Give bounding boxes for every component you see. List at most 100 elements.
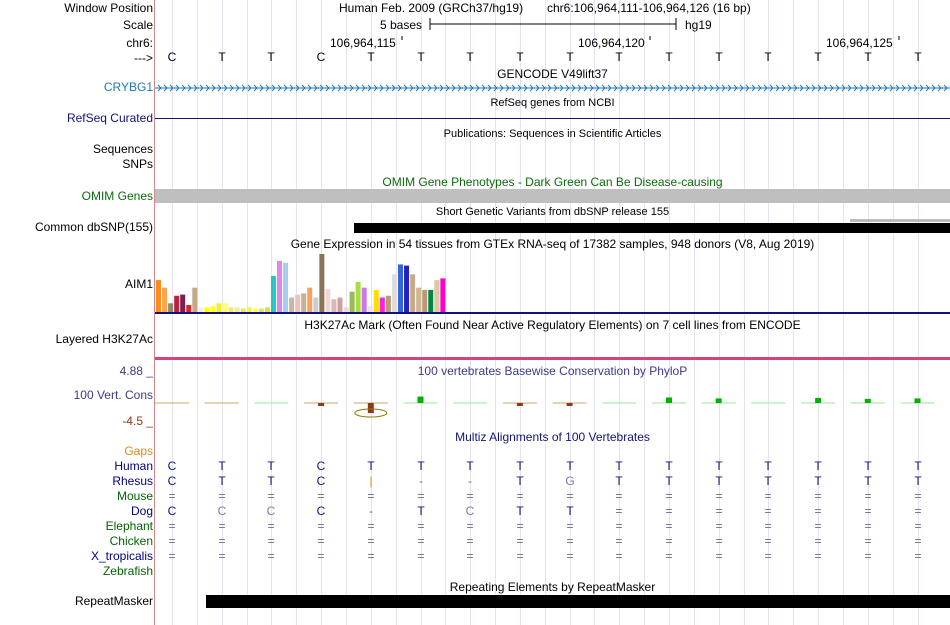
gene-strand-chevron	[235, 84, 240, 92]
gene-strand-chevron	[457, 84, 462, 92]
gene-strand-chevron	[739, 84, 744, 92]
gtex-tissue-bar	[174, 295, 180, 312]
alignment-base: =	[715, 489, 723, 503]
phylop-score-bar	[417, 396, 424, 403]
gene-strand-chevron	[427, 84, 432, 92]
gene-strand-chevron	[319, 84, 324, 92]
track-label-h3k27ac[interactable]: Layered H3K27Ac	[55, 332, 153, 346]
species-label[interactable]: Elephant	[105, 519, 153, 533]
gene-strand-chevron	[595, 84, 600, 92]
gene-strand-chevron	[325, 84, 330, 92]
alignment-base: T	[367, 459, 375, 473]
gene-strand-chevron	[403, 84, 408, 92]
phylop-score-bar	[715, 398, 722, 403]
gene-strand-chevron	[913, 84, 918, 92]
gene-strand-chevron	[331, 84, 336, 92]
gene-strand-chevron	[475, 84, 480, 92]
gene-strand-chevron	[259, 84, 264, 92]
gene-strand-chevron	[247, 84, 252, 92]
gene-strand-chevron	[499, 84, 504, 92]
alignment-base: =	[615, 549, 623, 563]
species-label[interactable]: Mouse	[116, 489, 153, 503]
repeatmasker-element[interactable]	[206, 595, 950, 608]
phylop-highlight-ellipse	[354, 408, 388, 418]
gtex-tissue-bar	[258, 308, 264, 312]
gencode-title: GENCODE V49lift37	[497, 67, 608, 81]
alignment-base: T	[615, 474, 623, 488]
alignment-base: =	[367, 519, 375, 533]
gene-strand-chevron	[859, 84, 864, 92]
gene-strand-chevron	[421, 84, 426, 92]
species-label[interactable]: Rhesus	[112, 474, 153, 488]
alignment-base: =	[715, 534, 723, 548]
gene-strand-chevron	[799, 84, 804, 92]
ruler-pos-1: 106,964,115	[330, 36, 396, 50]
alignment-base: -	[369, 504, 373, 518]
alignment-base: =	[267, 549, 275, 563]
species-label[interactable]: Zebrafish	[102, 564, 153, 578]
alignment-base: =	[665, 549, 673, 563]
track-label-crybg1[interactable]: CRYBG1	[103, 80, 153, 94]
gene-strand-chevron	[397, 84, 402, 92]
gene-strand-chevron	[349, 84, 354, 92]
strand-label: --->	[134, 51, 153, 65]
gtex-tissue-bar	[343, 307, 349, 312]
gtex-tissue-bar	[186, 305, 192, 312]
h3k27ac-signal[interactable]	[155, 357, 950, 360]
base-letter: T	[764, 50, 772, 64]
alignment-base: C	[316, 474, 326, 488]
alignment-base: =	[764, 549, 772, 563]
species-label[interactable]: Human	[114, 459, 153, 473]
alignment-base: =	[466, 534, 474, 548]
chrom-label: chr6:	[126, 36, 153, 50]
alignment-base: =	[267, 534, 275, 548]
gene-strand-chevron	[175, 84, 180, 92]
species-label[interactable]: Dog	[130, 504, 153, 518]
crybg1-gene[interactable]	[155, 81, 950, 95]
track-label-aim1[interactable]: AIM1	[124, 277, 153, 291]
gene-strand-chevron	[337, 84, 342, 92]
track-label-refseq[interactable]: RefSeq Curated	[66, 111, 153, 125]
track-label-gaps[interactable]: Gaps	[124, 444, 153, 458]
track-label-dbsnp[interactable]: Common dbSNP(155)	[34, 220, 153, 234]
alignment-base: =	[218, 489, 226, 503]
alignment-base: =	[814, 549, 822, 563]
base-letter: T	[914, 50, 922, 64]
track-label-repeatmasker[interactable]: RepeatMasker	[74, 594, 153, 608]
track-label-snps[interactable]: SNPs	[122, 157, 153, 171]
alignment-base: |	[369, 474, 373, 488]
dbsnp-variant-bar[interactable]	[354, 223, 950, 233]
gene-strand-chevron	[895, 84, 900, 92]
alignment-base: =	[864, 489, 872, 503]
species-label[interactable]: X_tropicalis	[90, 549, 153, 563]
track-label-column: Window Position Scale chr6: ---> CRYBG1 …	[0, 0, 153, 625]
gtex-bar-chart[interactable]	[155, 250, 950, 320]
track-label-omim[interactable]: OMIM Genes	[81, 189, 153, 203]
gene-strand-chevron	[229, 84, 234, 92]
gene-strand-chevron	[385, 84, 390, 92]
gene-strand-chevron	[301, 84, 306, 92]
gene-strand-chevron	[697, 84, 702, 92]
gtex-tissue-bar	[410, 274, 416, 312]
gtex-tissue-bar	[270, 276, 276, 312]
alignment-base: =	[317, 489, 325, 503]
omim-gene-bar[interactable]	[155, 189, 950, 203]
species-label[interactable]: Chicken	[109, 534, 153, 548]
alignment-base: -	[468, 474, 472, 488]
refseq-gene-line[interactable]	[155, 118, 950, 119]
gtex-tissue-bar	[252, 308, 258, 312]
track-label-cons[interactable]: 100 Vert. Cons	[73, 388, 153, 402]
gene-strand-chevron	[613, 84, 618, 92]
gtex-tissue-bar	[246, 307, 252, 312]
alignment-base: T	[814, 474, 822, 488]
alignment-base: =	[665, 534, 673, 548]
track-image[interactable]: Human Feb. 2009 (GRCh37/hg19) chr6:106,9…	[155, 0, 950, 625]
gene-strand-chevron	[583, 84, 588, 92]
dbsnp-variant-gray[interactable]	[850, 219, 950, 222]
gene-strand-chevron	[541, 84, 546, 92]
scale-text: 5 bases	[380, 18, 423, 32]
phylop-plot[interactable]	[155, 378, 950, 428]
track-label-sequences[interactable]: Sequences	[92, 142, 153, 156]
base-letter: T	[665, 50, 673, 64]
gene-strand-chevron	[757, 84, 762, 92]
